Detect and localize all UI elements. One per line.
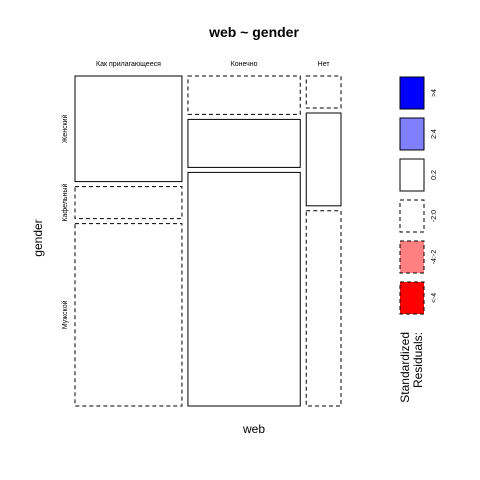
legend-swatch-5 <box>399 240 425 274</box>
legend-items: >4 2:4 0:2 -2:0 -4:-2 <-4 <box>399 76 438 315</box>
mosaic-cells <box>74 75 342 407</box>
legend-tick-label: -4:-2 <box>431 250 438 265</box>
legend-title-line-2: Residuals: <box>411 332 425 388</box>
mosaic-cell-конечно-кафельный <box>187 118 301 168</box>
mosaic-cell-нет-кафельный <box>305 112 342 207</box>
legend-tick-label: 0:2 <box>431 170 438 180</box>
mosaic-cell-нет-мужской <box>305 210 342 407</box>
y-axis-title: gender <box>31 219 45 256</box>
x-category-label: Нет <box>318 61 331 68</box>
legend-swatch-6 <box>399 281 425 315</box>
mosaic-cell-как-прилагающееся-мужской <box>74 223 183 407</box>
y-category-label: Женский <box>61 114 69 143</box>
x-axis-title: web <box>242 422 265 436</box>
mosaic-cell-как-прилагающееся-женский <box>74 75 183 183</box>
legend-tick-label: <-4 <box>431 293 438 303</box>
x-category-labels: Как прилагающееся Конечно Нет <box>96 61 330 68</box>
legend-tick-label: >4 <box>431 89 438 97</box>
chart-title: web ~ gender <box>208 24 299 40</box>
legend-swatch-1 <box>399 76 425 110</box>
legend-tick-label: 2:4 <box>431 129 438 139</box>
legend-swatch-3 <box>399 158 425 192</box>
y-category-label: Мужской <box>61 300 69 329</box>
legend-title-line-1: Standardized <box>398 332 412 403</box>
mosaic-cell-нет-женский <box>305 75 342 109</box>
x-category-label: Как прилагающееся <box>96 61 161 68</box>
mosaic-cell-как-прилагающееся-кафельный <box>74 186 183 220</box>
x-category-label: Конечно <box>231 61 258 68</box>
mosaic-cell-конечно-женский <box>187 75 301 115</box>
legend-swatch-2 <box>399 117 425 151</box>
y-category-labels: Женский Кафельный Мужской <box>61 114 69 329</box>
legend-swatch-4 <box>399 199 425 233</box>
y-category-label: Кафельный <box>61 184 69 222</box>
legend-tick-label: -2:0 <box>431 210 438 222</box>
residual-legend: >4 2:4 0:2 -2:0 -4:-2 <-4 Standardized Residu… <box>398 76 438 403</box>
mosaic-cell-конечно-мужской <box>187 171 301 407</box>
